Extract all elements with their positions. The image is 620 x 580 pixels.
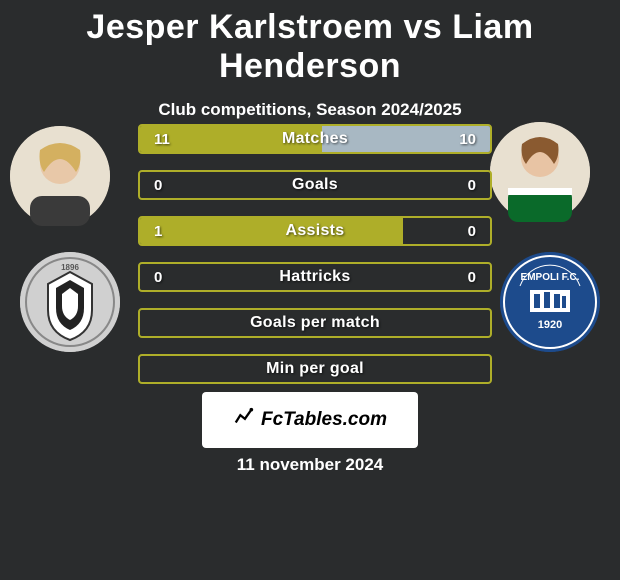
player-left-club-badge: 1896	[20, 252, 120, 352]
stat-bar-goals-per-match: Goals per match	[138, 308, 492, 338]
bar-label: Matches	[140, 126, 490, 152]
player-left-avatar	[10, 126, 110, 226]
bar-label: Goals per match	[140, 310, 490, 336]
player-right-club-badge: EMPOLI F.C. 1920	[500, 252, 600, 352]
stat-bar-matches: Matches11 10	[138, 124, 492, 154]
bar-label: Min per goal	[140, 356, 490, 382]
bar-value-left: 0	[140, 172, 176, 198]
stat-bar-assists: Assists1 0	[138, 216, 492, 246]
branding-badge: FcTables.com	[202, 392, 418, 448]
stat-bar-hattricks: Hattricks0 0	[138, 262, 492, 292]
page-title: Jesper Karlstroem vs Liam Henderson	[0, 0, 620, 86]
comparison-bars: Matches1110Goals00Assists10Hattricks00Go…	[138, 124, 492, 400]
branding-text: FcTables.com	[261, 409, 387, 431]
bar-value-left: 11	[140, 126, 184, 152]
bar-value-left: 1	[140, 218, 176, 244]
bar-label: Hattricks	[140, 264, 490, 290]
bar-label: Assists	[140, 218, 490, 244]
bar-value-right: 10	[445, 126, 490, 152]
bar-value-right: 0	[454, 218, 490, 244]
date-text: 11 november 2024	[0, 455, 620, 475]
svg-text:EMPOLI F.C.: EMPOLI F.C.	[521, 272, 580, 283]
stat-bar-goals: Goals0 0	[138, 170, 492, 200]
bar-value-left: 0	[140, 264, 176, 290]
bar-label: Goals	[140, 172, 490, 198]
branding-icon	[233, 406, 255, 434]
bar-value-right: 0	[454, 264, 490, 290]
svg-text:1920: 1920	[538, 319, 562, 331]
stat-bar-min-per-goal: Min per goal	[138, 354, 492, 384]
player-right-avatar	[490, 122, 590, 222]
svg-text:1896: 1896	[61, 263, 79, 272]
subtitle: Club competitions, Season 2024/2025	[0, 100, 620, 120]
bar-value-right: 0	[454, 172, 490, 198]
